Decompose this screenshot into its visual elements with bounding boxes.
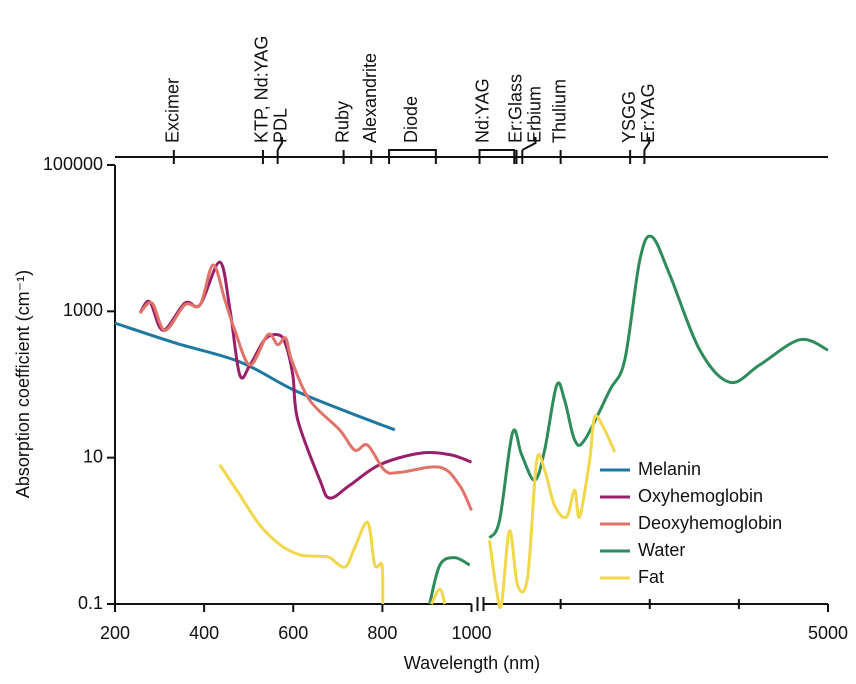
- y-tick-label: 10: [83, 446, 103, 466]
- series-line: [114, 321, 396, 432]
- laser-range: [478, 149, 516, 164]
- leader-line: [276, 137, 283, 151]
- x-tick-label: 400: [189, 623, 219, 643]
- y-tick-label: 100000: [43, 154, 103, 174]
- legend-label: Fat: [638, 567, 664, 587]
- laser-label: Alexandrite: [360, 53, 380, 143]
- laser-label: PDL: [271, 108, 291, 143]
- laser-label: Nd:YAG: [472, 78, 492, 143]
- y-axis-label: Absorption coefficient (cm⁻¹): [13, 270, 33, 498]
- laser-label: Erbium: [524, 86, 544, 143]
- laser-range: [388, 149, 437, 164]
- laser-label: Ruby: [332, 101, 352, 143]
- laser-label: Thulium: [549, 79, 569, 143]
- y-tick-label: 0.1: [78, 593, 103, 613]
- series-line: [138, 263, 473, 512]
- leader-line: [521, 137, 537, 151]
- series-line: [218, 414, 617, 609]
- x-tick-label: 1000: [451, 623, 491, 643]
- legend-label: Deoxyhemoglobin: [638, 513, 782, 533]
- legend-label: Melanin: [638, 459, 701, 479]
- x-tick-label: 200: [100, 623, 130, 643]
- x-tick-label: 800: [367, 623, 397, 643]
- laser-label: Er:YAG: [638, 83, 658, 143]
- x-tick-label: 5000: [808, 623, 848, 643]
- legend-label: Water: [638, 540, 685, 560]
- laser-label: KTP, Nd:YAG: [252, 36, 272, 143]
- leader-line: [643, 137, 651, 151]
- y-tick-label: 1000: [63, 300, 103, 320]
- x-axis-label: Wavelength (nm): [404, 653, 540, 673]
- laser-label: Er:Glass: [505, 74, 525, 143]
- laser-label: Diode: [401, 96, 421, 143]
- laser-label: YSGG: [619, 91, 639, 143]
- laser-label: Excimer: [163, 78, 183, 143]
- series-line: [428, 234, 829, 605]
- legend-label: Oxyhemoglobin: [638, 486, 763, 506]
- x-tick-label: 600: [278, 623, 308, 643]
